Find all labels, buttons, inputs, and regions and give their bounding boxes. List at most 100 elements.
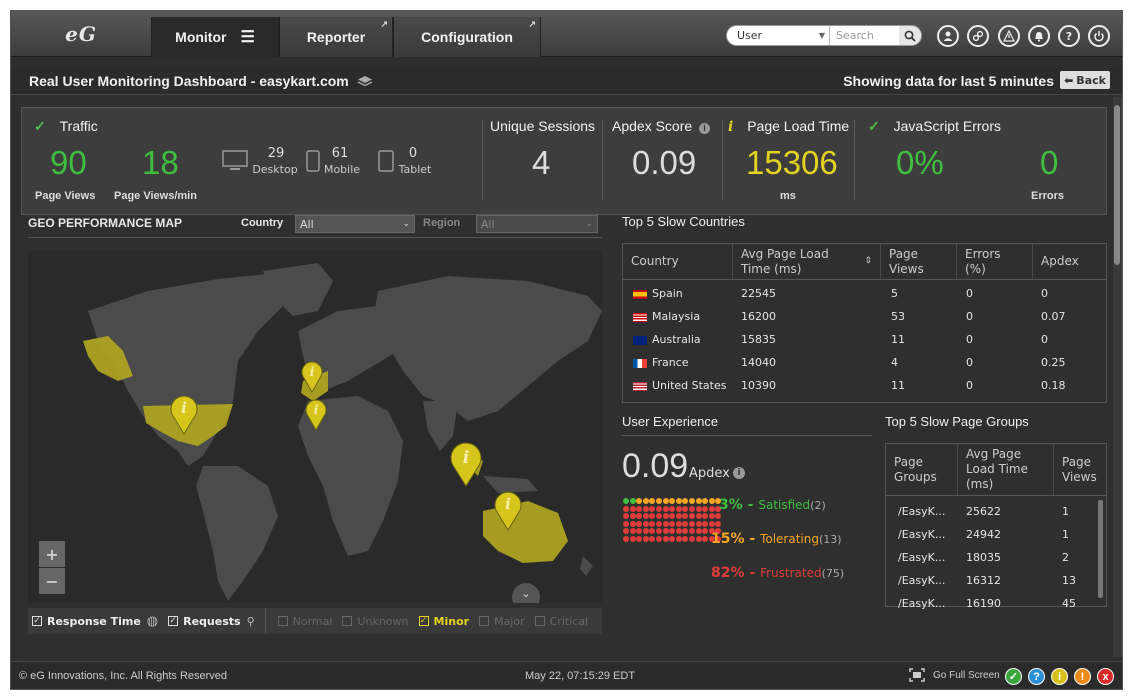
map-marker-australia[interactable]: i [492, 487, 524, 535]
map-marker-spain[interactable]: i [304, 397, 328, 435]
apdex-dot [636, 535, 643, 542]
user-experience-title: User Experience [622, 414, 719, 429]
scrollbar-thumb[interactable] [1114, 105, 1120, 265]
table-row[interactable]: /EasyK... 18035 2 [886, 548, 1096, 568]
column-header[interactable]: Page Views [1062, 454, 1097, 484]
top-nav: eG Monitor ☰ Reporter ↗ Configuration ↗ … [11, 11, 1122, 57]
satisfied-label: Satisfied [758, 498, 811, 512]
checkbox-checked[interactable]: ✓ [32, 616, 42, 626]
eg-logo[interactable]: eG [11, 11, 151, 57]
table-row[interactable]: /EasyK... 16312 13 [886, 571, 1096, 591]
checkbox-checked[interactable]: ✓ [418, 616, 429, 626]
tab-reporter[interactable]: Reporter ↗ [279, 17, 393, 57]
desktop-icon [222, 150, 248, 176]
zoom-out-button[interactable]: − [39, 568, 65, 594]
status-icon[interactable]: ! [1074, 668, 1091, 685]
page-views-min-value[interactable]: 18 [142, 144, 179, 181]
region-select[interactable]: All ⌄ [476, 215, 598, 233]
table-row[interactable]: Australia 15835 11 0 0 [623, 330, 1106, 350]
table-row[interactable]: /EasyK... 25622 1 [886, 502, 1096, 522]
table-row[interactable]: United States 10390 11 0 0.18 [623, 376, 1106, 396]
apdex-value[interactable]: 0.09 [632, 144, 697, 181]
apdex-dot [649, 535, 656, 542]
link-icon[interactable] [967, 25, 989, 47]
table-row[interactable]: Spain 22545 5 0 0 [623, 284, 1106, 304]
cell-country-wrap: France [633, 356, 689, 369]
page-load-value[interactable]: 15306 [746, 144, 838, 181]
unknown-filter[interactable]: Unknown [342, 615, 409, 628]
alert-icon[interactable] [998, 25, 1020, 47]
status-icon[interactable]: ✓ [1005, 668, 1022, 685]
tab-configuration[interactable]: Configuration ↗ [393, 17, 541, 57]
search-input[interactable]: Search [836, 29, 874, 42]
checkbox[interactable] [277, 616, 288, 626]
cell-page-views: 1 [1062, 528, 1069, 541]
major-filter[interactable]: Major [479, 615, 525, 628]
status-icon[interactable]: ? [1028, 668, 1045, 685]
slow-pages-title: Top 5 Slow Page Groups [885, 414, 1029, 429]
world-map[interactable]: i i i i i + − ⌄ [28, 251, 602, 603]
power-icon[interactable] [1088, 25, 1110, 47]
checkbox-checked[interactable]: ✓ [168, 616, 179, 626]
fullscreen-label[interactable]: Go Full Screen [933, 670, 1000, 681]
bell-icon[interactable] [1028, 25, 1050, 47]
map-marker-us[interactable]: i [168, 391, 200, 439]
column-header[interactable]: Page Groups [886, 444, 958, 495]
table-scrollbar[interactable] [1098, 500, 1103, 598]
table-row[interactable]: France 14040 4 0 0.25 [623, 353, 1106, 373]
ux-apdex-label: Apdex [689, 466, 730, 481]
layers-icon[interactable] [357, 75, 373, 88]
unique-sessions-value[interactable]: 4 [532, 144, 551, 181]
table-row[interactable]: /EasyK... 16190 45 [886, 594, 1096, 614]
info-icon[interactable]: i [733, 467, 745, 479]
info-icon[interactable]: i [699, 123, 711, 134]
response-time-toggle[interactable]: ✓ Response Time ◍ [32, 614, 158, 629]
table-row[interactable]: /EasyK... 24942 1 [886, 525, 1096, 545]
frustrated-count: (75) [821, 567, 845, 580]
checkbox[interactable] [479, 616, 490, 626]
apdex-dot [629, 520, 636, 527]
ux-apdex-value[interactable]: 0.09 [622, 447, 689, 485]
checkbox[interactable] [342, 616, 353, 626]
fullscreen-icon[interactable] [909, 668, 925, 685]
apdex-dot [656, 505, 662, 512]
js-errors-count[interactable]: 0 [1040, 144, 1059, 181]
column-header[interactable]: Avg Page Load Time (ms) [958, 444, 1054, 495]
page-views-value[interactable]: 90 [50, 144, 87, 181]
js-errors-percent[interactable]: 0% [896, 144, 944, 181]
user-icon[interactable] [937, 25, 959, 47]
column-header[interactable]: Avg Page Load Time (ms) ⇕ [733, 244, 881, 279]
checkbox[interactable] [534, 616, 545, 626]
apdex-dot [702, 505, 709, 512]
help-icon[interactable]: ? [1058, 25, 1080, 47]
back-button[interactable]: ⬅ Back [1060, 71, 1110, 89]
status-icon[interactable]: x [1097, 668, 1114, 685]
minor-filter[interactable]: ✓ Minor [418, 615, 469, 628]
table-row[interactable]: Malaysia 16200 53 0 0.07 [623, 307, 1106, 327]
tab-monitor[interactable]: Monitor ☰ [151, 17, 279, 57]
page-load-title: Page Load Time [747, 118, 850, 134]
expand-chevron-icon[interactable]: ⌄ [512, 583, 540, 603]
apdex-dot [682, 520, 689, 527]
tolerating-label: Tolerating [760, 532, 819, 546]
map-marker-malaysia[interactable]: i [448, 439, 484, 491]
map-marker-france[interactable]: i [300, 359, 324, 397]
column-header[interactable]: Country [623, 244, 733, 279]
page-scrollbar[interactable] [1113, 97, 1122, 657]
marker-glyph: i [181, 399, 187, 417]
column-header[interactable]: Apdex [1041, 254, 1079, 268]
column-header[interactable]: Page Views [881, 244, 957, 279]
status-icon[interactable]: i [1051, 668, 1068, 685]
search-type-select[interactable]: User ▼ [727, 26, 830, 45]
zoom-in-button[interactable]: + [39, 541, 65, 567]
menu-icon[interactable]: ☰ [240, 29, 255, 46]
column-header[interactable]: Errors (%) [957, 244, 1033, 279]
normal-filter[interactable]: Normal [277, 615, 332, 628]
search-icon[interactable] [899, 26, 921, 45]
critical-filter[interactable]: Critical [534, 615, 588, 628]
country-select[interactable]: All ⌄ [295, 215, 415, 233]
cell-errors: 0 [966, 333, 973, 346]
requests-toggle[interactable]: ✓ Requests ⚲ [168, 615, 255, 628]
apdex-dot [708, 528, 715, 534]
apdex-dot [682, 513, 689, 519]
